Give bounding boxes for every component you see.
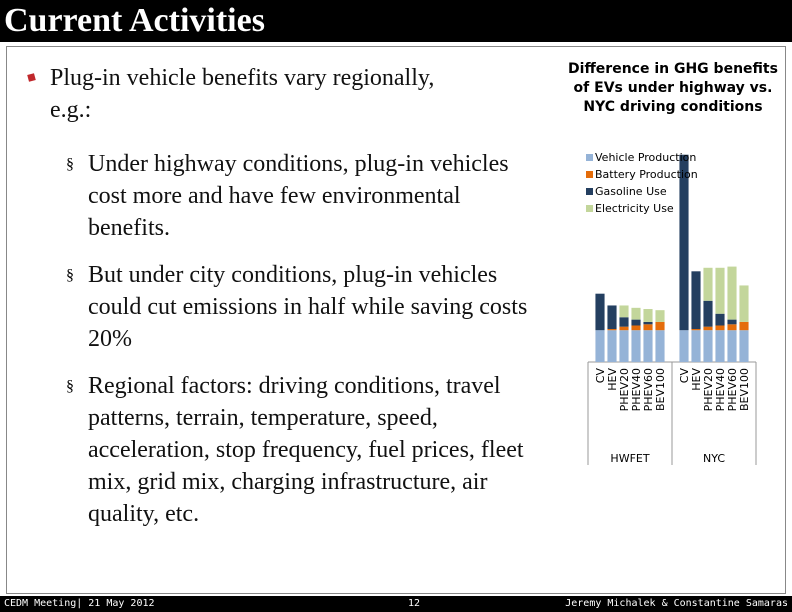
sub-bullet-marker: § <box>66 267 74 284</box>
bar-segment <box>595 330 605 362</box>
bar-segment <box>607 329 617 331</box>
bar-segment <box>595 293 605 331</box>
bar-segment <box>691 271 701 330</box>
bar-segment <box>703 326 713 331</box>
bar-segment <box>619 326 629 331</box>
chart-title: Difference in GHG benefits of EVs under … <box>568 61 778 115</box>
legend-label: Gasoline Use <box>595 185 667 198</box>
bar-segment <box>655 330 665 362</box>
bar-segment <box>655 321 665 331</box>
sub-bullet: But under city conditions, plug-in vehic… <box>88 262 528 352</box>
sub-bullet-marker: § <box>66 378 74 395</box>
bar-segment <box>631 330 641 362</box>
bar-segment <box>727 330 737 362</box>
bullet: Plug-in vehicle benefits vary regionally… <box>50 65 435 123</box>
group-label: HWFET <box>610 452 649 465</box>
footer-right: Jeremy Michalek & Constantine Samaras <box>565 598 788 609</box>
bar-segment <box>691 330 701 362</box>
sub-bullet: Under highway conditions, plug-in vehicl… <box>88 151 509 241</box>
x-tick-label: PHEV20 <box>618 368 631 411</box>
x-tick-label: PHEV60 <box>726 368 739 411</box>
bar-segment <box>619 317 629 327</box>
bar-segment <box>727 324 737 331</box>
bar-segment <box>727 319 737 325</box>
slide-title: Current Activities <box>4 2 265 39</box>
bar-segment <box>619 305 629 318</box>
bar-segment <box>727 266 737 320</box>
bar-segment <box>703 267 713 301</box>
bar-segment <box>643 309 653 322</box>
page-number: 12 <box>408 598 421 609</box>
legend-swatch <box>586 205 593 212</box>
bar-segment <box>715 330 725 362</box>
bar-segment <box>655 310 665 322</box>
bar-segment <box>691 329 701 331</box>
bar-segment <box>715 325 725 331</box>
sub-bullet-marker: § <box>66 156 74 173</box>
bar-segment <box>643 321 653 325</box>
legend-label: Vehicle Production <box>595 151 696 164</box>
x-tick-label: BEV100 <box>738 368 751 411</box>
bar-segment <box>607 305 617 330</box>
bar-segment <box>631 325 641 331</box>
bar-segment <box>679 154 689 331</box>
bar-segment <box>715 267 725 314</box>
bar-segment <box>631 307 641 320</box>
bar-segment <box>631 319 641 326</box>
bar-segment <box>703 300 713 327</box>
legend-swatch <box>586 154 593 161</box>
x-tick-label: PHEV40 <box>714 368 727 411</box>
bar-segment <box>703 330 713 362</box>
title-bar <box>0 0 792 42</box>
bar-segment <box>739 321 749 331</box>
legend-label: Electricity Use <box>595 202 674 215</box>
slide-frame <box>6 46 786 594</box>
x-tick-label: CV <box>678 368 691 384</box>
legend-swatch <box>586 188 593 195</box>
footer: CEDM Meeting| 21 May 2012 12 Jeremy Mich… <box>0 596 792 612</box>
x-tick-label: HEV <box>606 368 619 391</box>
x-tick-label: PHEV40 <box>630 368 643 411</box>
bar-segment <box>607 330 617 362</box>
legend-swatch <box>586 171 593 178</box>
group-label: NYC <box>703 452 725 465</box>
footer-left: CEDM Meeting| 21 May 2012 <box>4 598 155 609</box>
bar-segment <box>715 313 725 326</box>
bar-segment <box>679 330 689 362</box>
bar-segment <box>643 330 653 362</box>
legend-label: Battery Production <box>595 168 698 181</box>
x-tick-label: CV <box>594 368 607 384</box>
x-tick-label: PHEV20 <box>702 368 715 411</box>
x-tick-label: HEV <box>690 368 703 391</box>
x-tick-label: PHEV60 <box>642 368 655 411</box>
bar-segment <box>739 330 749 362</box>
bar-segment <box>643 324 653 331</box>
bar-segment <box>619 330 629 362</box>
bar-segment <box>739 285 749 322</box>
sub-bullet: Regional factors: driving conditions, tr… <box>88 373 524 527</box>
x-tick-label: BEV100 <box>654 368 667 411</box>
